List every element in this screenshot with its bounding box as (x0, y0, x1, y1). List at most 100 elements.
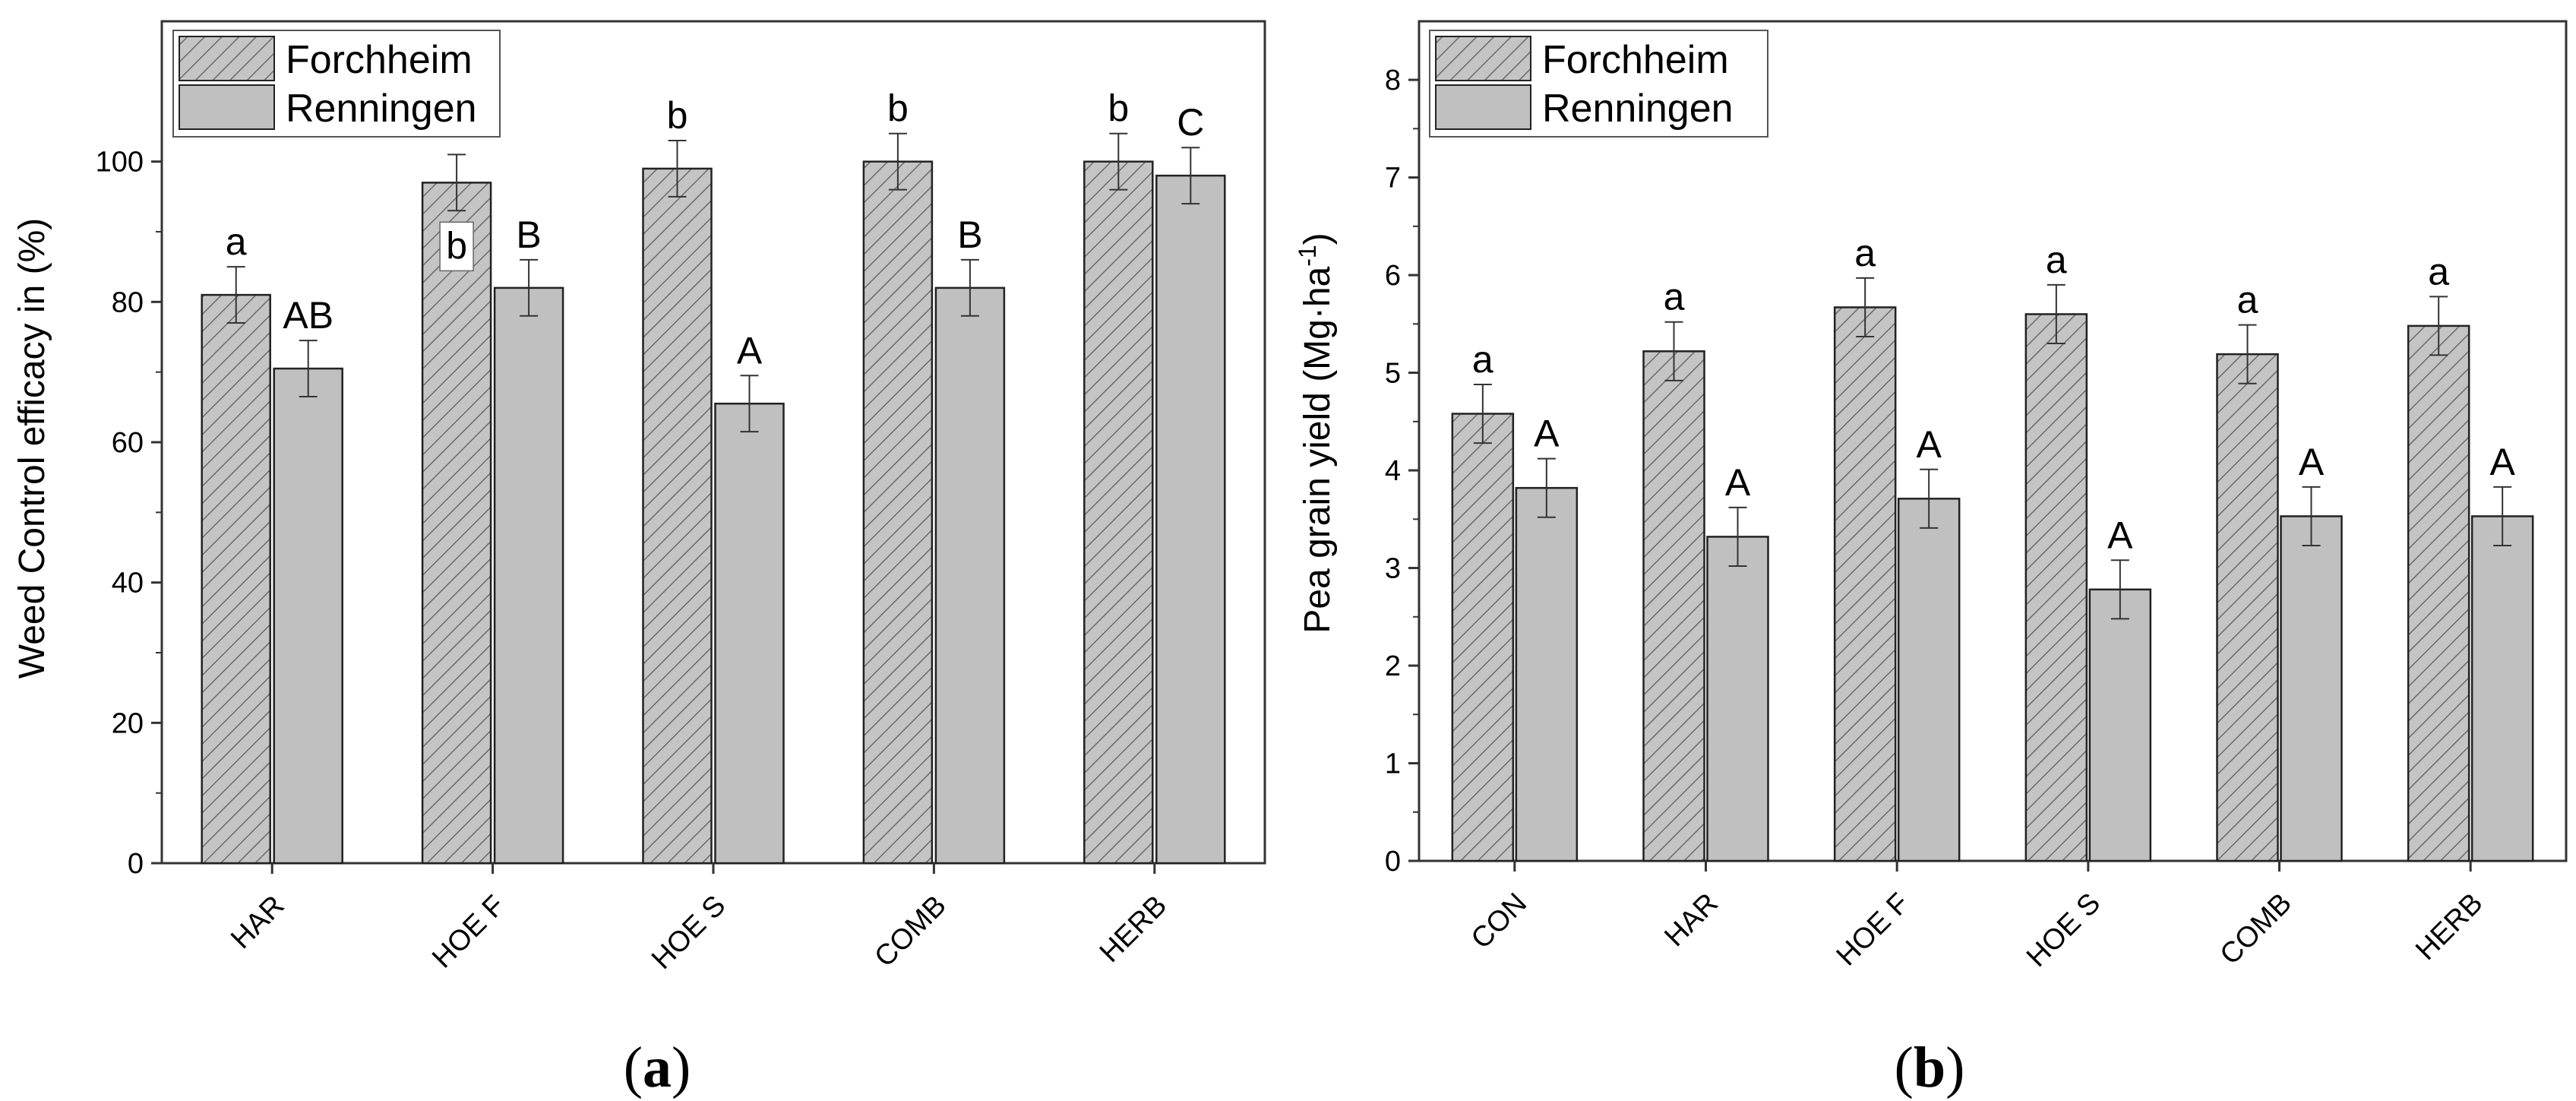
y-tick-label: 8 (1385, 65, 1401, 96)
x-tick-label: HERB (1094, 890, 1173, 969)
x-tick-label: HERB (2410, 887, 2489, 967)
bars-b (1451, 306, 2534, 862)
significance-letter: B (957, 214, 982, 256)
significance-letter: A (737, 329, 763, 372)
panel-label-b: (b) (1895, 1036, 1965, 1099)
bar-forchheim-herb (2407, 324, 2470, 862)
bar-renningen-hoe-s (714, 402, 785, 865)
bar-renningen-har (273, 367, 343, 865)
bar-renningen-herb (1155, 174, 1226, 865)
bar-forchheim-hoe-s (642, 167, 713, 865)
chart-panel-a: 0 20 40 60 80 100 a AB b Bb Ab Bb C HAR HOE F HOE S CO… (12, 20, 1266, 1099)
y-tick-label: 7 (1385, 163, 1401, 195)
significance-letter: a (1472, 338, 1493, 381)
panel-label-close-paren: ) (672, 1036, 691, 1099)
panel-label-a: (a) (624, 1036, 691, 1099)
legend-swatch-forchheim (1435, 36, 1531, 81)
panel-label-close-paren: ) (1945, 1036, 1964, 1099)
significance-letter: a (1854, 232, 1876, 274)
significance-letter: a (2237, 279, 2258, 321)
x-tick-label: HAR (1658, 887, 1724, 953)
significance-letter: a (2428, 250, 2449, 293)
panel-label-open-paren: ( (1895, 1036, 1914, 1099)
y-axis-title-b-suffix: ) (1297, 233, 1338, 245)
legend-label-renningen: Renningen (286, 87, 477, 131)
x-tick-label: COMB (868, 890, 952, 973)
x-tick-label: HOE S (646, 890, 732, 976)
y-tick-label: 6 (1385, 260, 1401, 292)
bar-forchheim-hoe-s (2024, 313, 2088, 862)
legend-b: Forchheim Renningen (1429, 30, 1768, 138)
significance-letter: b (1108, 87, 1129, 130)
bar-forchheim-herb (1083, 160, 1154, 865)
y-tick-label: 60 (112, 427, 144, 459)
bar-forchheim-comb (862, 160, 934, 865)
bars-a (201, 160, 1226, 865)
bar-forchheim-con (1451, 413, 1515, 862)
x-tick-label: HAR (225, 890, 290, 955)
panel-label-letter: b (1914, 1036, 1945, 1099)
x-tick-label: COMB (2214, 887, 2298, 971)
x-axis-b: CON HAR HOE F HOE S COMB HERB (1465, 861, 2489, 973)
y-tick-label: 3 (1385, 553, 1401, 585)
x-tick-label: HOE F (426, 890, 511, 975)
error-bars-b (1473, 277, 2512, 620)
legend-swatch-renningen (179, 84, 275, 130)
bar-renningen-comb (934, 286, 1006, 865)
y-tick-label: 0 (1385, 846, 1401, 878)
bar-renningen-comb (2280, 515, 2343, 862)
significance-letter: a (2046, 239, 2067, 281)
significance-letter: b (667, 94, 688, 137)
y-tick-label: 2 (1385, 650, 1401, 682)
significance-letter: A (1916, 423, 1942, 466)
y-tick-label: 40 (112, 568, 144, 600)
bar-renningen-har (1706, 536, 1769, 862)
boxed-letter-bg (439, 221, 474, 272)
significance-letter: A (2107, 514, 2133, 556)
significance-letter: b (446, 224, 467, 267)
legend-swatch-renningen (1435, 84, 1531, 130)
bar-renningen-herb (2470, 515, 2534, 862)
significance-letter: A (2489, 441, 2515, 483)
x-tick-label: CON (1465, 887, 1533, 955)
x-tick-label: HOE S (2021, 887, 2107, 973)
bar-forchheim-hoe-f (1833, 306, 1897, 862)
legend-label-renningen: Renningen (1542, 87, 1734, 131)
legend-label-forchheim: Forchheim (286, 38, 473, 82)
significance-letter: a (226, 220, 247, 263)
y-axis-title-a: Weed Control efficacy in (%) (12, 218, 52, 679)
y-tick-label: 0 (128, 848, 144, 880)
bar-forchheim-har (1642, 350, 1705, 862)
error-bars-a (226, 132, 1200, 433)
bar-forchheim-comb (2216, 353, 2279, 862)
significance-letter: A (1534, 413, 1560, 455)
legend-a: Forchheim Renningen (172, 30, 501, 138)
x-axis-a: HAR HOE F HOE S COMB HERB (225, 863, 1173, 976)
bar-forchheim-hoe-f (421, 182, 492, 865)
y-tick-label: 80 (112, 286, 144, 318)
y-axis-b: 0 1 2 3 4 5 6 7 8 (1385, 65, 1419, 878)
bar-renningen-hoe-f (493, 286, 564, 865)
panel-label-open-paren: ( (624, 1036, 643, 1099)
significance-letter: A (1725, 461, 1751, 504)
y-axis-title-b: Pea grain yield (Mg·ha-1) (1294, 233, 1338, 633)
bar-renningen-hoe-s (2088, 588, 2152, 862)
significance-letter: a (1664, 276, 1685, 318)
plot-frame-b (1418, 20, 2568, 862)
significance-letter: A (2299, 441, 2325, 483)
bar-renningen-con (1515, 486, 1579, 862)
y-tick-label: 5 (1385, 358, 1401, 390)
panel-label-letter: a (643, 1036, 672, 1099)
significance-letters-a: a AB b Bb Ab Bb C (226, 87, 1205, 372)
y-tick-label: 4 (1385, 455, 1401, 487)
legend-label-forchheim: Forchheim (1542, 38, 1729, 82)
bar-forchheim-har (201, 293, 271, 865)
legend-swatch-forchheim (179, 36, 275, 81)
significance-letter: AB (283, 294, 333, 337)
bar-renningen-hoe-f (1897, 498, 1961, 862)
significance-letter: B (516, 214, 541, 256)
y-axis-title-b-main: Pea grain yield (Mg·ha (1297, 266, 1338, 633)
